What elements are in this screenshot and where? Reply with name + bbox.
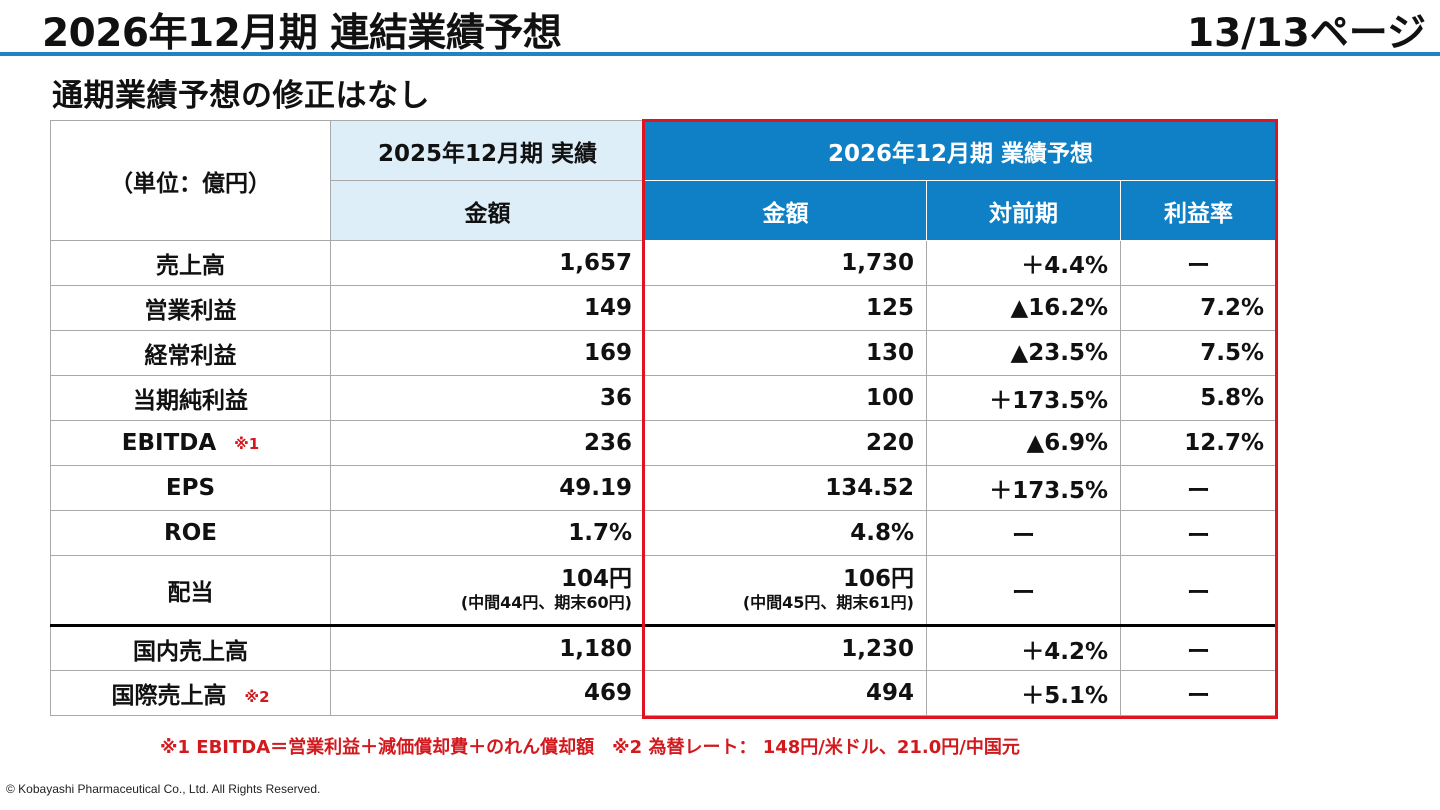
- yoy-value: ー: [926, 555, 1121, 626]
- yoy-value: ＋5.1%: [926, 670, 1121, 716]
- table-row: 配当 104円 (中間44円、期末60円) 106円 (中間45円、期末61円)…: [50, 555, 1278, 626]
- table-row: 売上高 1,657 1,730 ＋4.4% ー: [50, 240, 1278, 286]
- actual-value: 1.7%: [330, 510, 645, 556]
- actual-value: 469: [330, 670, 645, 716]
- row-label-text: 国際売上高: [111, 683, 227, 709]
- row-label-text: 当期純利益: [133, 388, 248, 414]
- forecast-value: 494: [644, 670, 927, 716]
- row-label: 配当: [50, 555, 331, 626]
- row-label: ROE: [50, 510, 331, 556]
- table-row: ROE 1.7% 4.8% ー ー: [50, 510, 1278, 556]
- forecast-value: 100: [644, 375, 927, 421]
- dividend-amount: 104円: [560, 566, 632, 592]
- table-row: 営業利益 149 125 ▲16.2% 7.2%: [50, 285, 1278, 331]
- actual-value: 149: [330, 285, 645, 331]
- forecast-value: 220: [644, 420, 927, 466]
- footnote-marker: ※2: [244, 687, 270, 706]
- actual-value: 236: [330, 420, 645, 466]
- row-label: 売上高: [50, 240, 331, 286]
- footnote: ※1 EBITDA＝営業利益＋減価償却費＋のれん償却額 ※2 為替レート： 14…: [160, 737, 1020, 758]
- actual-value: 1,657: [330, 240, 645, 286]
- margin-value: ー: [1119, 670, 1278, 716]
- row-label: 当期純利益: [50, 375, 331, 421]
- forecast-period-header: 2026年12月期 業績予想: [643, 120, 1278, 181]
- forecast-value: 125: [644, 285, 927, 331]
- row-label-text: 国内売上高: [133, 638, 248, 665]
- row-label-text: 配当: [167, 580, 214, 606]
- forecast-value: 134.52: [644, 465, 927, 511]
- margin-value: ー: [1119, 465, 1278, 511]
- table-header-row-2: 金額 金額 対前期 利益率: [51, 180, 1278, 241]
- row-label-text: 経常利益: [144, 343, 237, 369]
- forecast-value: 1,230: [644, 624, 927, 671]
- table-row: 経常利益 169 130 ▲23.5% 7.5%: [50, 330, 1278, 376]
- table-header-row-1: （単位：億円） 2025年12月期 実績 2026年12月期 業績予想: [50, 120, 1278, 241]
- row-label-text: ROE: [164, 520, 217, 546]
- dividend-breakdown: (中間44円、期末60円): [460, 593, 632, 612]
- footnote-marker: ※1: [234, 434, 260, 453]
- row-label: 営業利益: [50, 285, 331, 331]
- actual-amount-header: 金額: [330, 180, 645, 241]
- margin-value: 5.8%: [1119, 375, 1278, 421]
- copyright: © Kobayashi Pharmaceutical Co., Ltd. All…: [6, 782, 321, 796]
- row-label: EPS: [50, 465, 331, 511]
- margin-value: 7.2%: [1119, 285, 1278, 331]
- margin-value: ー: [1119, 624, 1278, 671]
- yoy-value: ー: [926, 510, 1121, 556]
- forecast-value: 130: [644, 330, 927, 376]
- header-divider: [0, 52, 1440, 56]
- forecast-amount-header: 金額: [644, 180, 927, 241]
- margin-value: ー: [1119, 510, 1278, 556]
- margin-value: 12.7%: [1119, 420, 1278, 466]
- table-row: 国際売上高 ※2 469 494 ＋5.1% ー: [50, 670, 1278, 716]
- yoy-value: ＋173.5%: [926, 375, 1121, 421]
- row-label-text: 営業利益: [144, 298, 237, 324]
- yoy-value: ＋173.5%: [926, 465, 1121, 511]
- actual-period-header: 2025年12月期 実績: [330, 120, 645, 181]
- margin-value: 7.5%: [1119, 330, 1278, 376]
- table-row: EPS 49.19 134.52 ＋173.5% ー: [50, 465, 1278, 511]
- yoy-value: ＋4.4%: [926, 240, 1121, 286]
- dividend-breakdown: (中間45円、期末61円): [742, 593, 914, 612]
- row-label-text: EBITDA: [121, 430, 217, 456]
- actual-value: 169: [330, 330, 645, 376]
- page-title: 2026年12月期 連結業績予想: [42, 11, 562, 56]
- yoy-value: ▲6.9%: [926, 420, 1121, 466]
- yoy-value: ▲16.2%: [926, 285, 1121, 331]
- row-label-text: 売上高: [156, 253, 225, 279]
- forecast-value: 4.8%: [644, 510, 927, 556]
- margin-header: 利益率: [1119, 180, 1278, 241]
- actual-value: 49.19: [330, 465, 645, 511]
- dividend-amount: 106円: [842, 566, 914, 592]
- actual-value: 1,180: [330, 624, 645, 671]
- actual-value: 36: [330, 375, 645, 421]
- yoy-header: 対前期: [926, 180, 1121, 241]
- forecast-table: （単位：億円） 2025年12月期 実績 2026年12月期 業績予想 金額 金…: [50, 120, 1278, 716]
- actual-value: 104円 (中間44円、期末60円): [330, 555, 645, 626]
- unit-label: （単位：億円）: [50, 120, 331, 241]
- table-row: 国内売上高 1,180 1,230 ＋4.2% ー: [50, 624, 1278, 671]
- row-label: EBITDA ※1: [50, 420, 331, 466]
- row-label-text: EPS: [165, 475, 216, 501]
- table-row: 当期純利益 36 100 ＋173.5% 5.8%: [50, 375, 1278, 421]
- row-label: 経常利益: [50, 330, 331, 376]
- forecast-value: 106円 (中間45円、期末61円): [644, 555, 927, 626]
- yoy-value: ▲23.5%: [926, 330, 1121, 376]
- forecast-value: 1,730: [644, 240, 927, 286]
- yoy-value: ＋4.2%: [926, 624, 1121, 671]
- row-label: 国内売上高: [50, 624, 331, 671]
- margin-value: ー: [1119, 240, 1278, 286]
- row-label: 国際売上高 ※2: [50, 670, 331, 716]
- margin-value: ー: [1119, 555, 1278, 626]
- table-row: EBITDA ※1 236 220 ▲6.9% 12.7%: [50, 420, 1278, 466]
- page-number: 13/13ページ: [1186, 11, 1426, 56]
- subtitle: 通期業績予想の修正はなし: [52, 78, 430, 114]
